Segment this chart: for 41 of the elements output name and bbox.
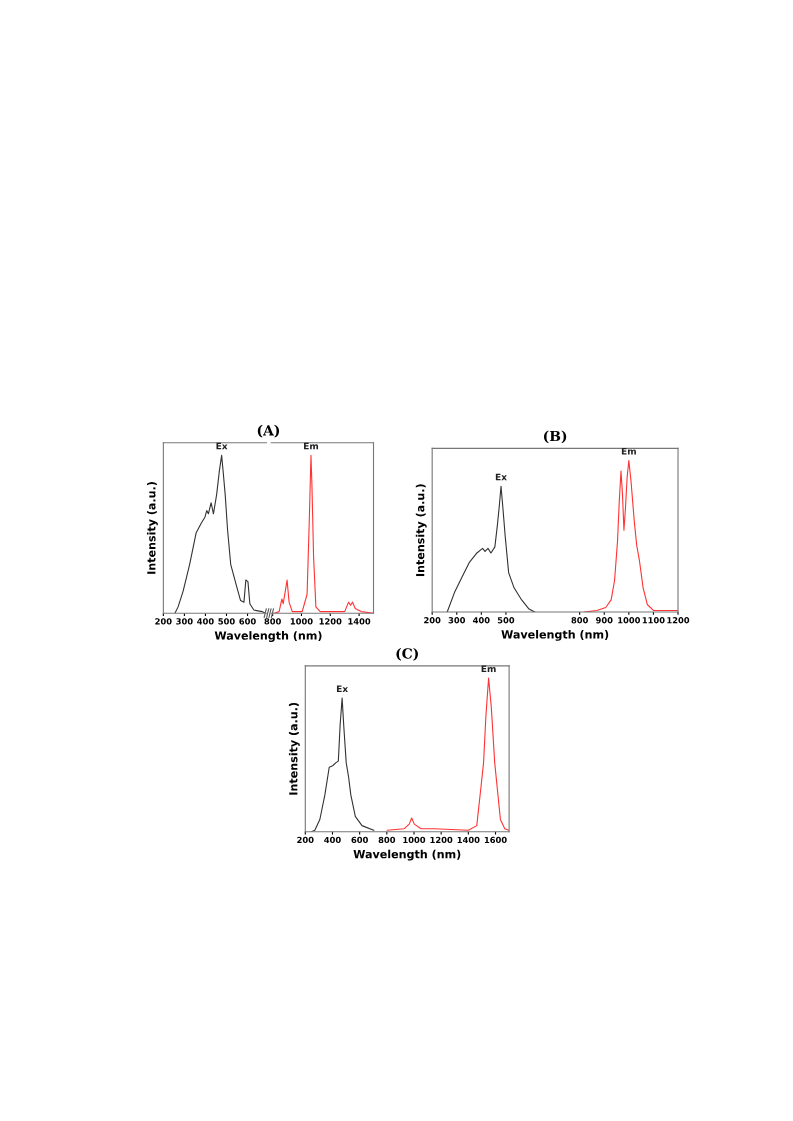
x-tick-label: 800 — [571, 617, 588, 624]
chart-title: (A) — [257, 424, 280, 438]
annotation: Ex — [495, 473, 507, 481]
x-tick-label: 1200 — [667, 617, 690, 624]
x-axis-title: Wavelength (nm) — [214, 631, 322, 642]
x-tick-label: 1400 — [348, 618, 371, 625]
x-tick-label: 1100 — [642, 617, 665, 624]
x-tick-label: 600 — [239, 618, 256, 625]
x-tick-label: 1200 — [319, 618, 342, 625]
annotation: Em — [481, 665, 496, 673]
x-tick-label: 200 — [424, 617, 441, 624]
x-tick-label: 300 — [176, 618, 193, 625]
x-tick-label: 800 — [378, 836, 396, 844]
x-tick-label: 1400 — [457, 836, 480, 844]
x-tick-label: 200 — [155, 618, 172, 625]
chart-title: (C) — [396, 647, 418, 661]
x-tick-label: 1000 — [618, 617, 641, 624]
x-axis-title: Wavelength (nm) — [501, 630, 609, 641]
x-tick-label: 1000 — [290, 618, 313, 625]
annotation: Ex — [216, 442, 228, 450]
annotation: Ex — [336, 685, 348, 693]
chart-title: (B) — [543, 430, 567, 444]
x-tick-label: 300 — [448, 617, 466, 624]
y-axis-title: Intensity (a.u.) — [146, 482, 158, 574]
x-tick-label: 500 — [497, 617, 515, 624]
x-tick-label: 400 — [324, 836, 341, 844]
x-tick-label: 400 — [473, 617, 490, 624]
x-tick-label: 500 — [218, 618, 235, 625]
y-axis-title: Intensity (a.u.) — [415, 484, 427, 577]
x-tick-label: 1200 — [430, 836, 453, 844]
x-tick-label: 200 — [297, 836, 314, 844]
x-tick-label: 1000 — [403, 836, 426, 844]
x-tick-label: 400 — [197, 618, 214, 625]
x-tick-label: 1600 — [484, 836, 507, 844]
x-tick-label: 600 — [351, 836, 368, 844]
annotation: Em — [304, 442, 319, 450]
x-tick-label: 900 — [596, 617, 613, 624]
x-axis-title: Wavelength (nm) — [353, 849, 461, 861]
x-tick-label: 800 — [264, 618, 281, 625]
annotation: Em — [621, 447, 636, 455]
y-axis-title: Intensity (a.u.) — [288, 702, 300, 795]
